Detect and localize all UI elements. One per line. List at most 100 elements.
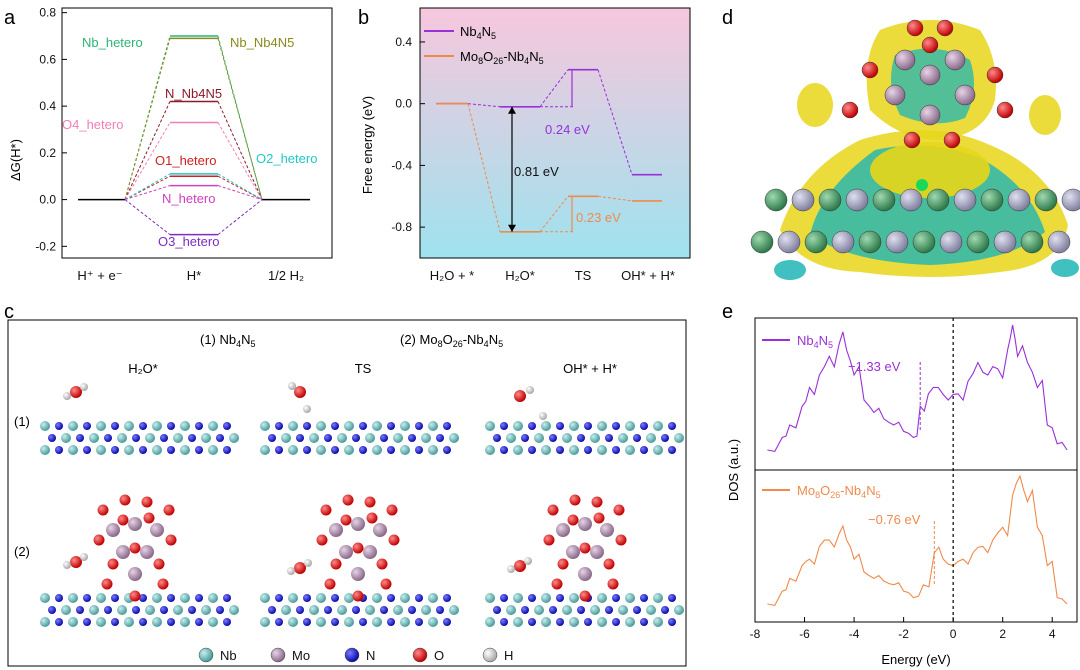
nb-atom	[68, 593, 78, 603]
n-atom	[528, 446, 536, 454]
row-label-1: (1)	[14, 414, 30, 429]
d-h-site	[916, 179, 928, 191]
mo-atom	[600, 523, 614, 537]
o-atom	[117, 514, 129, 526]
n-atom	[556, 422, 564, 430]
o-atom	[70, 386, 82, 398]
label-n-nb4n5: N_Nb4N5	[165, 86, 222, 101]
n-atom	[296, 434, 304, 442]
o-atom	[101, 578, 113, 590]
n-atom	[48, 434, 56, 442]
n-atom	[216, 606, 224, 614]
d-substrate-atom	[804, 230, 828, 254]
panel-b: b Free energy (eV) 0.40.0-0.4-0.8 Nb4N5 …	[358, 7, 691, 283]
b-diff-arrowhead-down	[508, 224, 516, 232]
e-xtick-label: -4	[849, 627, 860, 641]
nb-atom	[96, 617, 106, 627]
nb-atom	[40, 617, 50, 627]
nb-atom	[309, 433, 319, 443]
n-atom	[216, 434, 224, 442]
legend-swatch-Mo	[270, 647, 286, 663]
a-connector-left-Nb_Nb4N5	[124, 38, 171, 200]
n-atom	[160, 606, 168, 614]
a-ytick-label: 0.2	[39, 146, 56, 160]
nb-atom	[208, 617, 218, 627]
b-connector-Nb4N5	[539, 69, 569, 108]
e-xtick-label: 2	[999, 627, 1006, 641]
nb-atom	[625, 445, 635, 455]
o-atom	[129, 542, 141, 554]
a-connector-right-Nb_hetero	[217, 35, 263, 200]
a-xlabel: H*	[187, 268, 201, 283]
nb-atom	[173, 605, 183, 615]
nb-atom	[449, 605, 459, 615]
n-atom	[415, 446, 423, 454]
n-atom	[83, 422, 91, 430]
n-atom	[111, 446, 119, 454]
e-xtick-label: -8	[750, 627, 761, 641]
nb-atom	[337, 433, 347, 443]
barrier-nb4n5-label: 0.24 eV	[545, 122, 590, 137]
d-substrate-atom	[872, 188, 896, 212]
h-atom	[80, 553, 88, 561]
legend-e-label-1: Nb4N5	[797, 333, 833, 350]
n-atom	[612, 594, 620, 602]
d-o-atom	[861, 61, 879, 79]
a-xlabel: 1/2 H₂	[268, 268, 304, 283]
nb-atom	[96, 445, 106, 455]
nb-atom	[372, 617, 382, 627]
a-connector-right-O3_hetero	[217, 199, 263, 236]
panel-b-letter: b	[358, 7, 369, 29]
o-atom	[551, 578, 563, 590]
o-atom	[607, 578, 619, 590]
d-band-center-2-label: −0.76 eV	[868, 512, 921, 527]
nb-atom	[61, 605, 71, 615]
a-ytick-label: 0.0	[39, 193, 56, 207]
nb-atom	[208, 445, 218, 455]
nb-atom	[89, 605, 99, 615]
nb-atom	[597, 445, 607, 455]
nb-atom	[124, 421, 134, 431]
nb-atom	[400, 617, 410, 627]
e-xtick-label: -2	[898, 627, 909, 641]
nb-atom	[124, 617, 134, 627]
nb-atom	[344, 445, 354, 455]
n-atom	[612, 446, 620, 454]
d-substrate-atom	[1007, 188, 1031, 212]
nb-atom	[400, 593, 410, 603]
n-atom	[605, 434, 613, 442]
nb-atom	[590, 433, 600, 443]
n-atom	[132, 434, 140, 442]
panel-b-lines	[436, 68, 662, 233]
n-atom	[577, 606, 585, 614]
n-atom	[275, 446, 283, 454]
nb-atom	[421, 433, 431, 443]
legend-swatch-O	[412, 647, 428, 663]
o-atom	[157, 578, 169, 590]
o-atom	[514, 560, 526, 572]
panel-e-ylabel: DOS (a.u.)	[726, 439, 741, 501]
n-atom	[275, 422, 283, 430]
nb-atom	[562, 433, 572, 443]
h-atom	[539, 412, 547, 420]
a-connector-left-O1_hetero	[124, 175, 171, 201]
b-ytick-label: -0.4	[391, 158, 412, 172]
o-atom	[143, 512, 155, 524]
n-atom	[612, 422, 620, 430]
n-atom	[387, 446, 395, 454]
d-band-center-1-label: −1.33 eV	[848, 359, 901, 374]
panel-a-frame	[61, 7, 333, 259]
d-substrate-atom	[831, 230, 855, 254]
h-atom	[304, 559, 312, 567]
legend-label-Mo: Mo	[292, 648, 310, 663]
nb-atom	[152, 617, 162, 627]
state-label-oh-h: OH* + H*	[563, 361, 617, 376]
nb-atom	[260, 421, 270, 431]
n-atom	[640, 618, 648, 626]
nb-atom	[541, 421, 551, 431]
nb-atom	[674, 605, 684, 615]
n-atom	[443, 422, 451, 430]
nb-atom	[393, 605, 403, 615]
d-mo-atom	[919, 64, 941, 86]
nb-atom	[365, 433, 375, 443]
